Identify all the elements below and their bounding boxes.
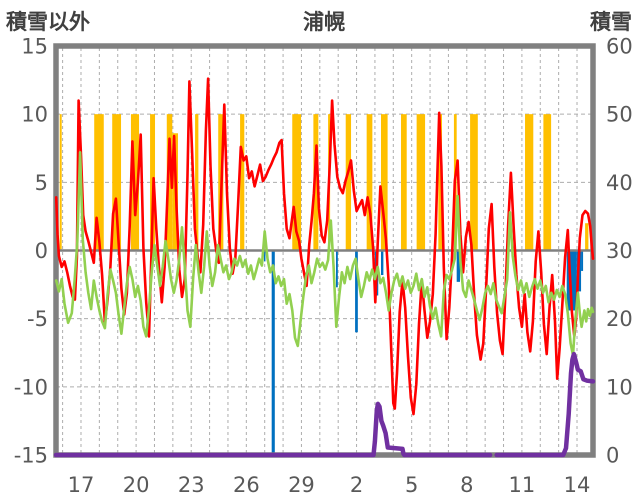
right-axis-tick: 50 bbox=[606, 103, 633, 127]
series-green-line bbox=[54, 151, 595, 357]
left-axis-title: 積雪以外 bbox=[6, 10, 90, 34]
x-axis-tick: 14 bbox=[564, 473, 591, 497]
left-axis-tick: 15 bbox=[21, 35, 48, 59]
chart-title: 浦幌 bbox=[303, 10, 345, 34]
right-axis-tick: 60 bbox=[606, 35, 633, 59]
right-axis-tick: 20 bbox=[606, 307, 633, 331]
right-axis-title: 積雪 bbox=[590, 10, 632, 34]
x-axis-tick: 23 bbox=[178, 473, 205, 497]
right-axis-tick: 0 bbox=[606, 444, 619, 468]
left-axis-tick: 10 bbox=[21, 103, 48, 127]
left-axis-tick: -5 bbox=[27, 307, 48, 331]
x-axis-tick: 11 bbox=[509, 473, 536, 497]
x-axis-tick: 29 bbox=[288, 473, 315, 497]
series-snow-depth-line bbox=[53, 351, 596, 458]
left-axis-tick: 0 bbox=[35, 239, 48, 263]
left-axis-tick: -15 bbox=[14, 444, 48, 468]
x-axis-tick: 26 bbox=[233, 473, 260, 497]
right-axis-tick: 40 bbox=[606, 171, 633, 195]
right-axis-tick: 30 bbox=[606, 239, 633, 263]
x-axis-tick: 5 bbox=[405, 473, 418, 497]
x-axis-tick: 8 bbox=[460, 473, 473, 497]
x-axis-tick: 20 bbox=[123, 473, 150, 497]
x-axis-tick: 17 bbox=[68, 473, 95, 497]
left-axis-tick: 5 bbox=[35, 171, 48, 195]
x-axis-tick: 2 bbox=[350, 473, 363, 497]
left-axis-tick: -10 bbox=[14, 375, 48, 399]
right-axis-tick: 10 bbox=[606, 375, 633, 399]
